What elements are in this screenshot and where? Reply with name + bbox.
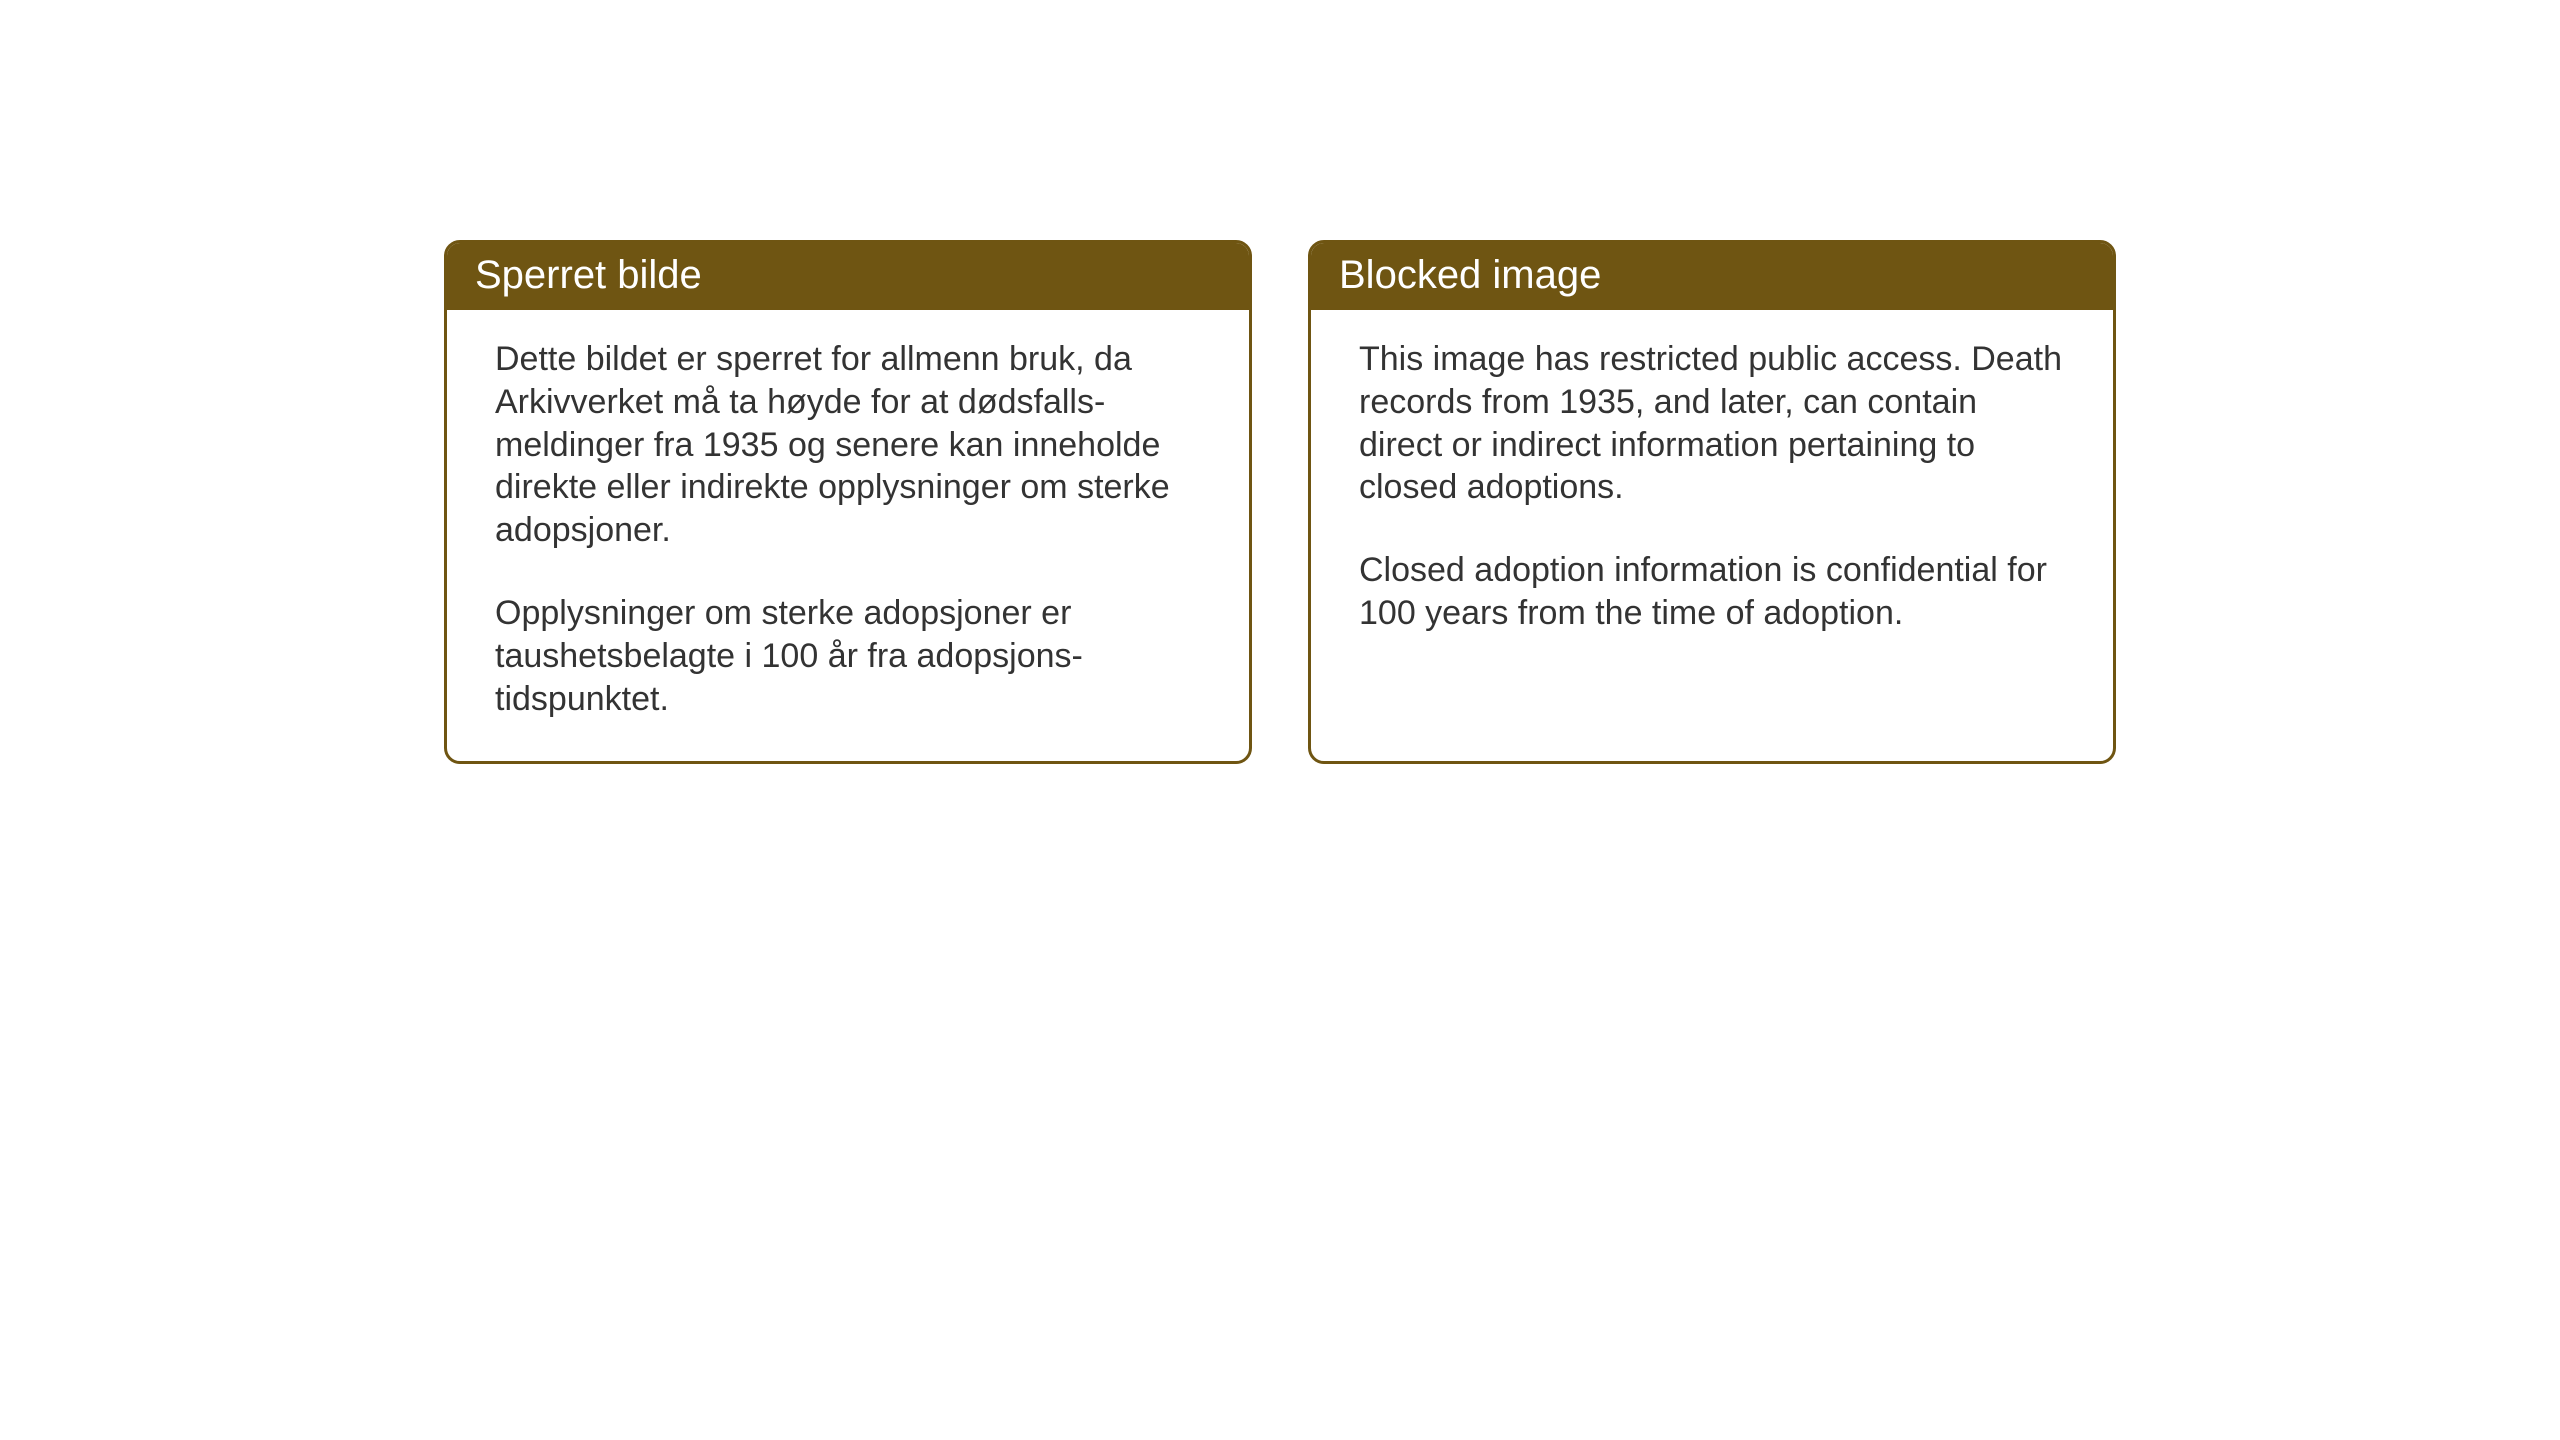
notice-title: Sperret bilde <box>475 253 702 297</box>
notice-paragraph: Closed adoption information is confident… <box>1359 549 2065 635</box>
notice-body-norwegian: Dette bildet er sperret for allmenn bruk… <box>447 310 1249 761</box>
notice-paragraph: This image has restricted public access.… <box>1359 338 2065 509</box>
notice-cards-container: Sperret bilde Dette bildet er sperret fo… <box>444 240 2116 764</box>
notice-title: Blocked image <box>1339 253 1601 297</box>
notice-header-norwegian: Sperret bilde <box>447 243 1249 310</box>
notice-body-english: This image has restricted public access.… <box>1311 310 2113 740</box>
notice-paragraph: Dette bildet er sperret for allmenn bruk… <box>495 338 1201 552</box>
notice-card-english: Blocked image This image has restricted … <box>1308 240 2116 764</box>
notice-header-english: Blocked image <box>1311 243 2113 310</box>
notice-paragraph: Opplysninger om sterke adopsjoner er tau… <box>495 592 1201 720</box>
notice-card-norwegian: Sperret bilde Dette bildet er sperret fo… <box>444 240 1252 764</box>
